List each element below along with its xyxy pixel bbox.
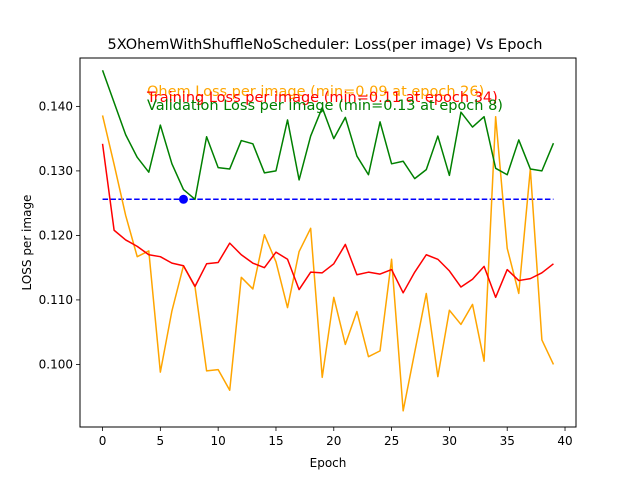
x-tick-label: 5	[157, 434, 165, 448]
legend-entry-2: Training Loss per image (min=0.11 at epo…	[146, 90, 498, 106]
min-marker-point	[178, 194, 188, 204]
y-tick-label: 0.120	[39, 228, 73, 242]
plot-area	[101, 70, 555, 412]
x-tick-label: 10	[211, 434, 226, 448]
series-line-2	[101, 143, 554, 299]
legend-entry-1: Ohem Loss per image (min=0.09 at epoch 2…	[147, 84, 484, 100]
y-axis-label: LOSS per image	[20, 195, 34, 291]
x-tick-label: 35	[500, 434, 515, 448]
axis-ticks: 0 5 10 15 20 25 30 35 40 0.100 0.110 0.120 0.130 0.14…	[39, 99, 573, 448]
y-tick-label: 0.100	[39, 357, 73, 371]
axes-frame	[79, 57, 577, 428]
legend-entry-3: Validation Loss per image (min=0.13 at e…	[147, 98, 503, 114]
series-line-3	[101, 70, 555, 201]
y-tick-label: 0.130	[39, 164, 73, 178]
x-tick-label: 30	[442, 434, 457, 448]
x-tick-label: 25	[384, 434, 399, 448]
x-tick-label: 0	[99, 434, 107, 448]
x-tick-label: 15	[268, 434, 283, 448]
x-axis-label: Epoch	[310, 456, 347, 470]
y-tick-label: 0.110	[39, 293, 73, 307]
chart-title: 5XOhemWithShuffleNoScheduler: Loss(per i…	[108, 37, 543, 53]
y-tick-label: 0.140	[39, 99, 73, 113]
x-tick-label: 40	[557, 434, 572, 448]
series-line-1	[101, 115, 555, 412]
legend: Ohem Loss per image (min=0.09 at epoch 2…	[146, 84, 503, 114]
x-tick-label: 20	[326, 434, 341, 448]
